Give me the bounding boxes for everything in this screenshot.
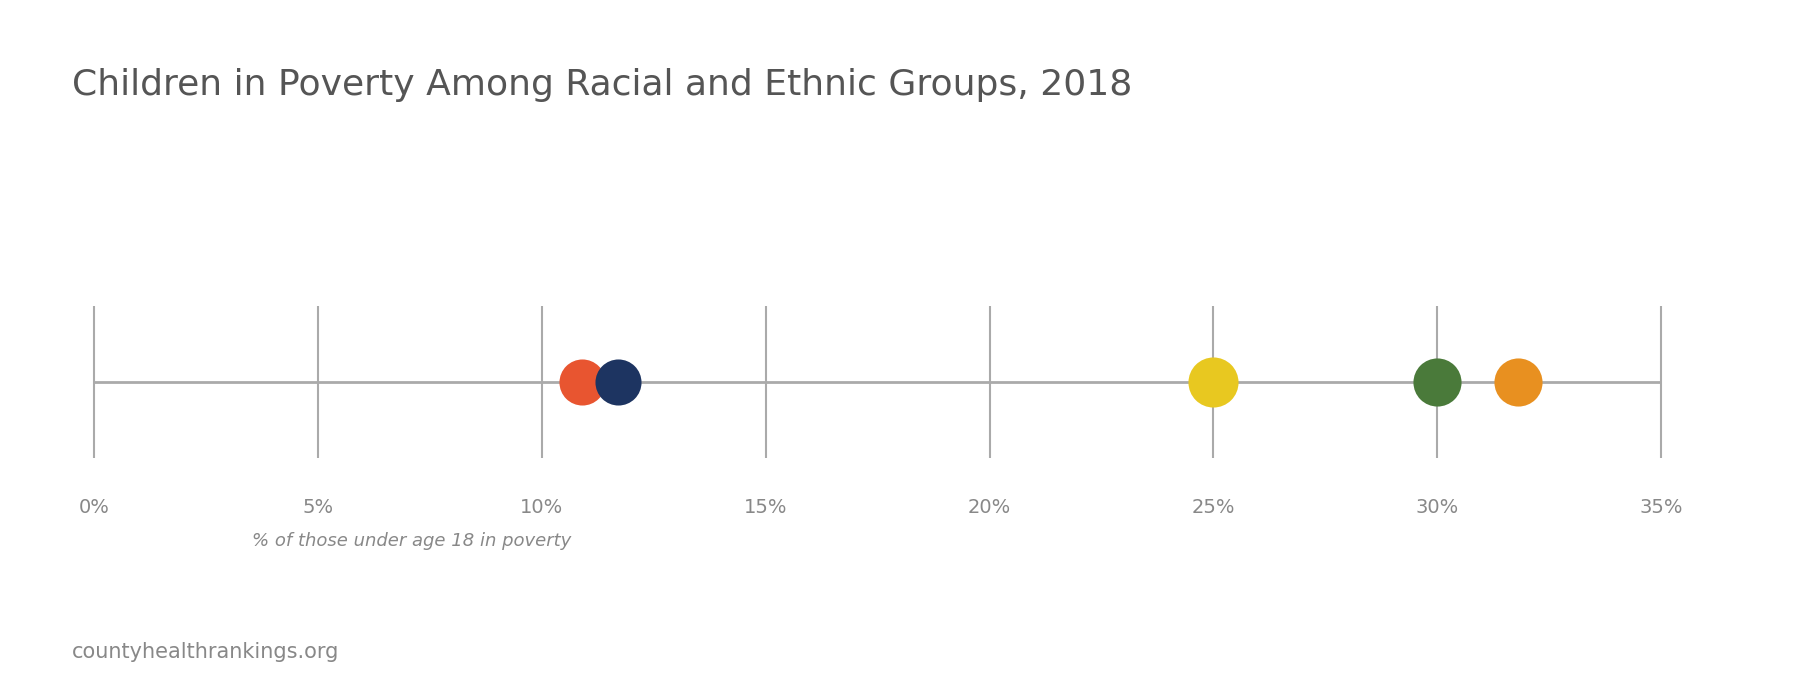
Text: Children in Poverty Among Racial and Ethnic Groups, 2018: Children in Poverty Among Racial and Eth…: [72, 68, 1132, 102]
Text: countyhealthrankings.org: countyhealthrankings.org: [72, 642, 340, 662]
Text: % of those under age 18 in poverty: % of those under age 18 in poverty: [252, 532, 571, 550]
Point: [603, 376, 632, 387]
Point: [1199, 376, 1228, 387]
Point: [567, 376, 596, 387]
Text: 5%: 5%: [302, 498, 333, 516]
Text: 20%: 20%: [968, 498, 1012, 516]
Text: 30%: 30%: [1415, 498, 1458, 516]
Text: 35%: 35%: [1640, 498, 1683, 516]
Text: 10%: 10%: [520, 498, 563, 516]
Text: 0%: 0%: [79, 498, 110, 516]
Text: 15%: 15%: [743, 498, 787, 516]
Text: 25%: 25%: [1192, 498, 1235, 516]
Point: [1422, 376, 1451, 387]
Point: [1503, 376, 1532, 387]
